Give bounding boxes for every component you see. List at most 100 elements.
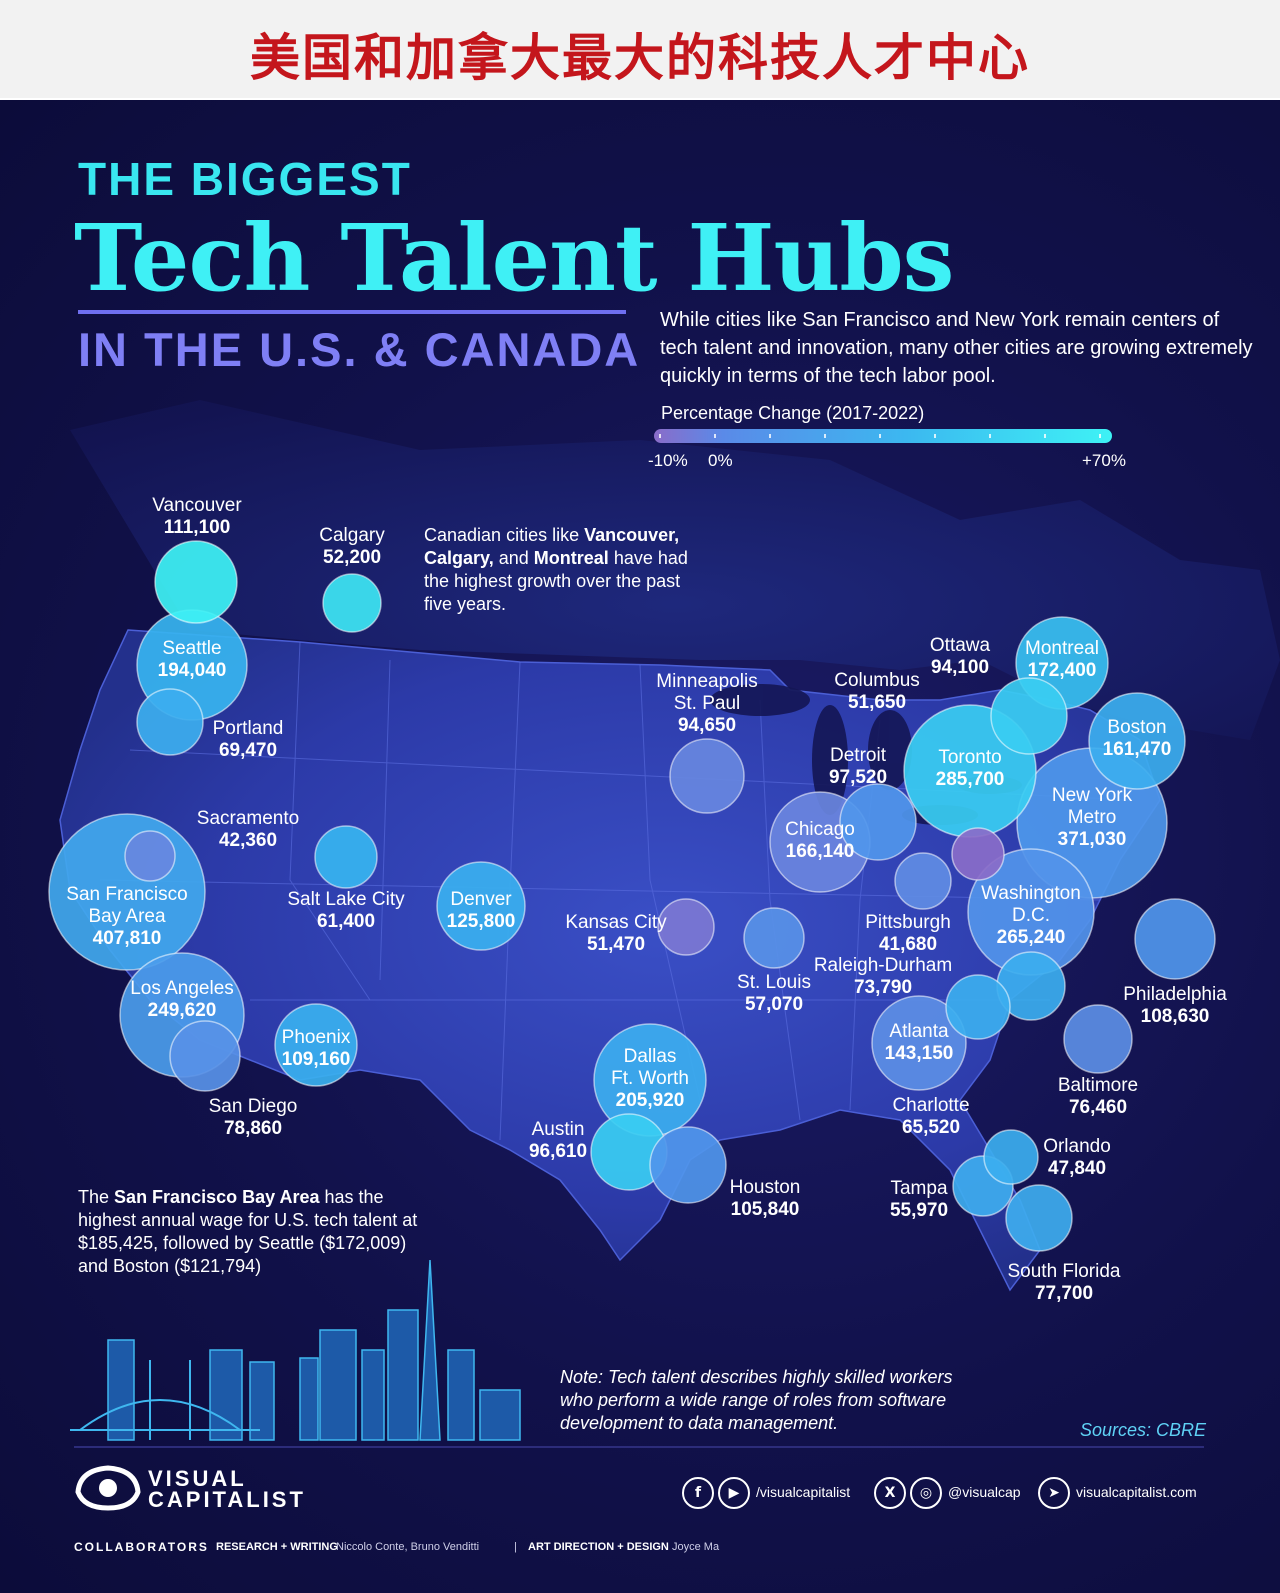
- city-value: 249,620: [147, 1000, 217, 1021]
- city-bubble[interactable]: [990, 677, 1068, 755]
- city-label: Columbus 51,650: [787, 670, 967, 714]
- social-handle-1[interactable]: /visualcapitalist: [756, 1484, 851, 1500]
- city-bubble[interactable]: [945, 974, 1011, 1040]
- canada-annotation-bold: Vancouver,: [584, 525, 680, 545]
- city-label: San Francisco Bay Area 407,810: [37, 884, 217, 950]
- city-label: Boston 161,470: [1047, 717, 1227, 761]
- city-bubble[interactable]: [154, 540, 238, 624]
- city-bubble[interactable]: [839, 783, 917, 861]
- legend-tick: [769, 434, 771, 438]
- city-value: 52,200: [322, 547, 382, 568]
- city-bubble[interactable]: [314, 825, 378, 889]
- city-name: Orlando: [1043, 1136, 1111, 1157]
- city-bubble[interactable]: [1134, 898, 1216, 980]
- city-name: Montreal: [1025, 638, 1099, 659]
- city-bubble[interactable]: [274, 1003, 358, 1087]
- subtitle: IN THE U.S. & CANADA: [78, 323, 641, 376]
- title-divider: [78, 310, 626, 314]
- city-value: 194,040: [157, 660, 227, 681]
- city-name: Chicago: [785, 819, 855, 840]
- city-label: Kansas City 51,470: [526, 912, 706, 956]
- city-bubble[interactable]: [124, 830, 176, 882]
- city-bubble[interactable]: [669, 738, 745, 814]
- city-value: 166,140: [785, 841, 855, 862]
- note-text: Note: Tech talent describes highly skill…: [560, 1367, 953, 1433]
- city-name: Charlotte: [892, 1095, 970, 1116]
- city-label: Sacramento 42,360: [158, 808, 338, 852]
- city-name: Vancouver: [152, 495, 242, 516]
- city-value: 76,460: [1068, 1097, 1128, 1118]
- legend-tick: [989, 434, 991, 438]
- city-bubble[interactable]: [1063, 1004, 1133, 1074]
- city-bubble[interactable]: [951, 827, 1005, 881]
- website-link[interactable]: visualcapitalist.com: [1076, 1484, 1197, 1500]
- city-name: Baltimore: [1057, 1075, 1139, 1096]
- city-bubble[interactable]: [169, 1020, 241, 1092]
- sources-link[interactable]: Sources: CBRE: [1080, 1420, 1207, 1440]
- city-value: 94,650: [677, 715, 737, 736]
- city-bubble[interactable]: [136, 688, 204, 756]
- city-value: 172,400: [1027, 660, 1097, 681]
- facebook-icon[interactable]: f: [682, 1477, 714, 1509]
- city-value: 205,920: [615, 1090, 685, 1111]
- city-value: 285,700: [935, 769, 1005, 790]
- wage-annotation: The San Francisco Bay Area has the highe…: [78, 1186, 418, 1278]
- city-bubble[interactable]: [1088, 692, 1186, 790]
- city-value: 61,400: [316, 911, 376, 932]
- city-value: 109,160: [281, 1049, 351, 1070]
- canada-annotation-text: have had the highest growth over the pas…: [424, 548, 688, 614]
- pre-title: THE BIGGEST: [78, 153, 412, 205]
- city-bubble[interactable]: [983, 1129, 1039, 1185]
- brand-name: VISUAL CAPITALIST: [148, 1468, 306, 1511]
- city-name: Detroit: [830, 745, 886, 766]
- city-name: Austin: [531, 1119, 585, 1140]
- cursor-web-icon[interactable]: ➤: [1038, 1477, 1070, 1509]
- social-handle-2[interactable]: @visualcap: [948, 1484, 1021, 1500]
- wage-annotation-bold: San Francisco Bay Area: [114, 1187, 320, 1207]
- credits-separator: |: [514, 1541, 517, 1553]
- city-name: St. Louis: [737, 972, 811, 993]
- city-label: Denver 125,800: [391, 889, 571, 933]
- legend-max-label: +70%: [1082, 451, 1126, 470]
- design-label: ART DIRECTION + DESIGN: [528, 1541, 669, 1553]
- city-name: South Florida: [1007, 1261, 1121, 1282]
- city-label: Montreal 172,400: [972, 638, 1152, 682]
- city-name: Minneapolis St. Paul: [656, 671, 758, 714]
- city-label: Portland 69,470: [158, 718, 338, 762]
- city-name: Salt Lake City: [287, 889, 405, 910]
- banner-title: 美国和加拿大最大的科技人才中心: [250, 29, 1030, 87]
- city-label: Atlanta 143,150: [829, 1021, 1009, 1065]
- city-bubble[interactable]: [871, 995, 967, 1091]
- city-bubble[interactable]: [436, 861, 526, 951]
- youtube-icon[interactable]: ▶: [718, 1477, 750, 1509]
- city-name: Ottawa: [929, 635, 991, 656]
- legend-zero-label: 0%: [708, 451, 733, 470]
- city-label: Orlando 47,840: [987, 1136, 1167, 1180]
- city-value: 57,070: [744, 994, 804, 1015]
- city-bubble[interactable]: [322, 573, 382, 633]
- city-bubble[interactable]: [894, 852, 952, 910]
- city-bubble[interactable]: [1005, 1184, 1073, 1252]
- city-value: 97,520: [828, 767, 888, 788]
- city-value: 108,630: [1140, 1006, 1210, 1027]
- legend-min-label: -10%: [648, 451, 688, 470]
- legend-tick: [659, 434, 661, 438]
- city-label: Minneapolis St. Paul 94,650: [617, 671, 797, 737]
- instagram-icon[interactable]: ◎: [910, 1477, 942, 1509]
- city-bubble[interactable]: [743, 907, 805, 969]
- city-bubble[interactable]: [657, 898, 715, 956]
- city-bubble[interactable]: [649, 1126, 727, 1204]
- canada-annotation-text: Canadian cities like: [424, 525, 580, 545]
- city-label: Ottawa 94,100: [870, 635, 1050, 679]
- x-twitter-icon[interactable]: X: [874, 1477, 906, 1509]
- city-label: Raleigh-Durham 73,790: [793, 955, 973, 999]
- city-name: San Diego: [208, 1096, 298, 1117]
- wage-annotation-text: has the highest annual wage for U.S. tec…: [78, 1187, 418, 1276]
- legend-color-bar: [654, 429, 1112, 443]
- canada-annotation-bold: Calgary,: [424, 548, 494, 568]
- legend-tick: [1044, 434, 1046, 438]
- golden-gate-bridge: [70, 1360, 260, 1440]
- city-name: Raleigh-Durham: [813, 955, 953, 976]
- city-label: Baltimore 76,460: [1008, 1075, 1188, 1119]
- city-name: Pittsburgh: [865, 912, 951, 933]
